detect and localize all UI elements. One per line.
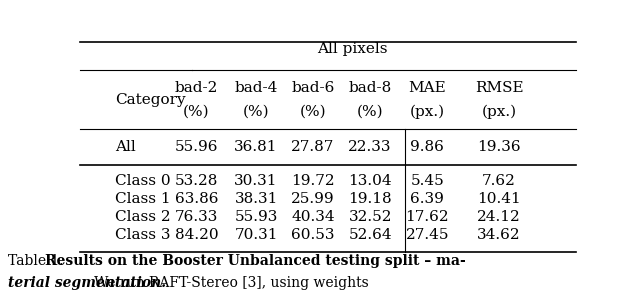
Text: bad-2: bad-2: [175, 81, 218, 95]
Text: 19.18: 19.18: [348, 192, 392, 206]
Text: 19.36: 19.36: [477, 140, 521, 154]
Text: 27.45: 27.45: [406, 228, 449, 242]
Text: bad-8: bad-8: [349, 81, 392, 95]
Text: All pixels: All pixels: [317, 42, 388, 56]
Text: Class 0: Class 0: [115, 174, 170, 188]
Text: 13.04: 13.04: [348, 174, 392, 188]
Text: RMSE: RMSE: [475, 81, 524, 95]
Text: 7.62: 7.62: [482, 174, 516, 188]
Text: terial segmentation.: terial segmentation.: [8, 276, 166, 290]
Text: 27.87: 27.87: [291, 140, 335, 154]
Text: Class 2: Class 2: [115, 210, 170, 224]
Text: bad-6: bad-6: [291, 81, 335, 95]
Text: 10.41: 10.41: [477, 192, 521, 206]
Text: (%): (%): [300, 105, 326, 119]
Text: We run RAFT-Stereo [3], using weights: We run RAFT-Stereo [3], using weights: [81, 276, 369, 290]
Text: 55.96: 55.96: [175, 140, 218, 154]
Text: 34.62: 34.62: [477, 228, 521, 242]
Text: All: All: [115, 140, 136, 154]
Text: 38.31: 38.31: [234, 192, 278, 206]
Text: 32.52: 32.52: [348, 210, 392, 224]
Text: (%): (%): [183, 105, 210, 119]
Text: 70.31: 70.31: [234, 228, 278, 242]
Text: (px.): (px.): [481, 105, 516, 119]
Text: Results on the Booster Unbalanced testing split – ma-: Results on the Booster Unbalanced testin…: [45, 254, 465, 268]
Text: 40.34: 40.34: [291, 210, 335, 224]
Text: 19.72: 19.72: [291, 174, 335, 188]
Text: 84.20: 84.20: [175, 228, 218, 242]
Text: 76.33: 76.33: [175, 210, 218, 224]
Text: 36.81: 36.81: [234, 140, 278, 154]
Text: Class 3: Class 3: [115, 228, 170, 242]
Text: bad-4: bad-4: [234, 81, 278, 95]
Text: 55.93: 55.93: [234, 210, 278, 224]
Text: 6.39: 6.39: [410, 192, 444, 206]
Text: (px.): (px.): [410, 105, 445, 119]
Text: 24.12: 24.12: [477, 210, 521, 224]
Text: 52.64: 52.64: [348, 228, 392, 242]
Text: 5.45: 5.45: [410, 174, 444, 188]
Text: Category: Category: [115, 93, 186, 107]
Text: 17.62: 17.62: [405, 210, 449, 224]
Text: (%): (%): [357, 105, 383, 119]
Text: 25.99: 25.99: [291, 192, 335, 206]
Text: 22.33: 22.33: [348, 140, 392, 154]
Text: 63.86: 63.86: [175, 192, 218, 206]
Text: 30.31: 30.31: [234, 174, 278, 188]
Text: (%): (%): [243, 105, 269, 119]
Text: Table 1.: Table 1.: [8, 254, 68, 268]
Text: Class 1: Class 1: [115, 192, 170, 206]
Text: 60.53: 60.53: [291, 228, 335, 242]
Text: 9.86: 9.86: [410, 140, 444, 154]
Text: MAE: MAE: [408, 81, 446, 95]
Text: 53.28: 53.28: [175, 174, 218, 188]
